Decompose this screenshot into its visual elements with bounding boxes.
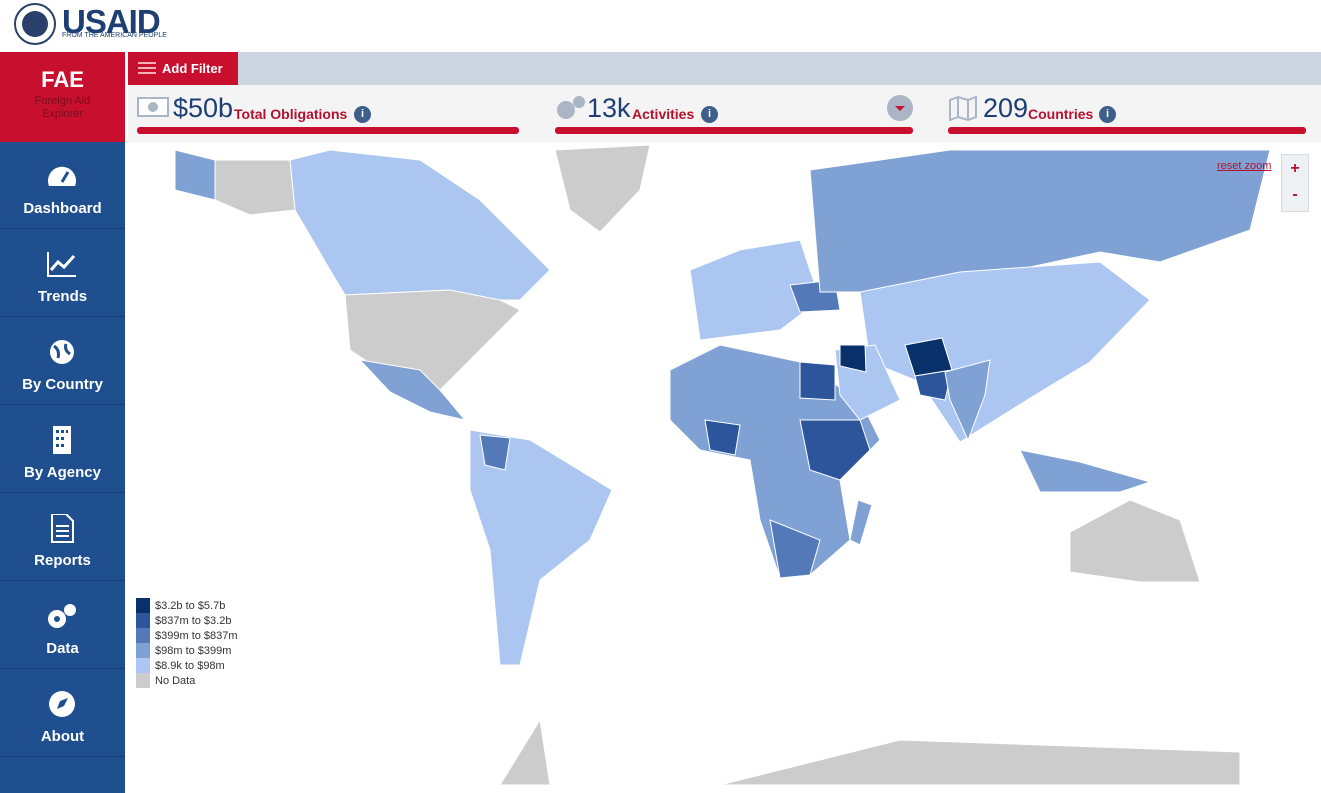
stat-label: Countries (1028, 106, 1094, 122)
nav-label: Data (46, 640, 79, 657)
country[interactable] (1069, 499, 1201, 583)
legend-item: $3.2b to $5.7b (136, 598, 238, 613)
nav-label: Reports (34, 552, 91, 569)
world-map[interactable] (125, 142, 1321, 793)
country[interactable] (809, 149, 1271, 293)
nav-item[interactable]: Dashboard (0, 142, 125, 229)
nav-label: About (40, 728, 85, 745)
logo-title: USAID (62, 3, 161, 40)
nav-label: By Country (22, 376, 103, 393)
info-icon[interactable]: i (701, 106, 718, 123)
zoom-in[interactable]: + (1290, 160, 1300, 177)
legend-item: $8.9k to $98m (136, 658, 238, 673)
country[interactable] (799, 361, 836, 401)
nav-label: Dashboard (23, 200, 102, 217)
country[interactable] (944, 359, 991, 442)
country[interactable] (344, 289, 521, 391)
legend-swatch (136, 613, 150, 628)
legend-item: No Data (136, 673, 238, 688)
country[interactable] (799, 419, 871, 481)
legend-swatch (136, 673, 150, 688)
stat-bar (555, 127, 913, 134)
logo-subtitle: FROM THE AMERICAN PEOPLE (62, 32, 167, 39)
country[interactable] (849, 499, 873, 546)
stat-bar (948, 127, 1306, 134)
nav-icon (50, 340, 74, 364)
country[interactable] (469, 429, 613, 666)
nav-icon (48, 604, 76, 628)
country[interactable] (358, 359, 467, 421)
stat-label: Activities (632, 106, 695, 122)
country[interactable] (769, 519, 821, 579)
legend-label: No Data (155, 674, 196, 687)
stat-activities: 13k Activities i (555, 85, 913, 142)
nav-item[interactable]: Reports (0, 494, 125, 581)
legend: $3.2b to $5.7b $837m to $3.2b $399m to $83… (136, 598, 238, 688)
stat-bar (137, 127, 519, 134)
stat-value: 209 (983, 93, 1029, 123)
zoom-out[interactable]: - (1292, 186, 1298, 203)
country[interactable] (554, 144, 651, 233)
stat-obligations: $50b Total Obligations i (137, 85, 519, 142)
country[interactable] (704, 419, 741, 456)
zoom-controls: + - (1281, 154, 1309, 212)
nav-label: Trends (37, 288, 88, 305)
nav-icon (51, 514, 74, 543)
gears-icon (557, 96, 585, 119)
stat-value: $50b (173, 93, 234, 123)
country[interactable] (214, 159, 296, 216)
nav-icon (48, 166, 76, 186)
dropdown-toggle[interactable] (886, 94, 914, 122)
nav-item[interactable]: By Country (0, 318, 125, 405)
nav-icon (53, 426, 71, 454)
nav-icon (47, 252, 76, 277)
map-icon (949, 95, 977, 121)
add-filter-label: Add Filter (162, 61, 223, 76)
info-icon[interactable]: i (354, 106, 371, 123)
legend-swatch (136, 628, 150, 643)
usaid-seal (14, 3, 56, 45)
brand-subtitle: Foreign Aid Explorer (34, 95, 91, 120)
sidebar-nav: Dashboard Trends By Country By Agency Report… (0, 142, 125, 793)
stat-label: Total Obligations (234, 106, 348, 122)
add-filter-button[interactable]: Add Filter (128, 52, 238, 85)
country[interactable] (289, 149, 551, 301)
nav-item[interactable]: Data (0, 582, 125, 669)
legend-label: $399m to $837m (155, 629, 238, 642)
legend-label: $3.2b to $5.7b (155, 599, 226, 612)
country[interactable] (174, 149, 216, 201)
antarctica (499, 718, 1241, 786)
country[interactable] (859, 261, 1151, 443)
legend-item: $399m to $837m (136, 628, 238, 643)
nav-label: By Agency (24, 464, 101, 481)
legend-label: $98m to $399m (155, 644, 232, 657)
legend-swatch (136, 658, 150, 673)
legend-label: $837m to $3.2b (155, 614, 232, 627)
stat-countries: 209 Countries i (948, 85, 1306, 142)
nav-icon (49, 691, 75, 717)
reset-zoom[interactable]: reset zoom (1217, 160, 1272, 172)
toolbar (128, 52, 1321, 85)
country[interactable] (914, 369, 953, 401)
country[interactable] (1019, 449, 1152, 493)
filter-icon (138, 62, 156, 74)
stat-value: 13k (587, 93, 631, 123)
brand[interactable]: FAE Foreign Aid Explorer (0, 52, 125, 142)
info-icon[interactable]: i (1099, 106, 1116, 123)
legend-label: $8.9k to $98m (155, 659, 225, 672)
country[interactable] (839, 344, 867, 373)
legend-swatch (136, 643, 150, 658)
legend-item: $98m to $399m (136, 643, 238, 658)
nav-item[interactable]: About (0, 670, 125, 757)
nav-item[interactable]: Trends (0, 230, 125, 317)
money-icon (137, 97, 169, 117)
brand-title: FAE (41, 67, 84, 92)
legend-item: $837m to $3.2b (136, 613, 238, 628)
legend-swatch (136, 598, 150, 613)
country[interactable] (479, 434, 511, 471)
nav-item[interactable]: By Agency (0, 406, 125, 493)
